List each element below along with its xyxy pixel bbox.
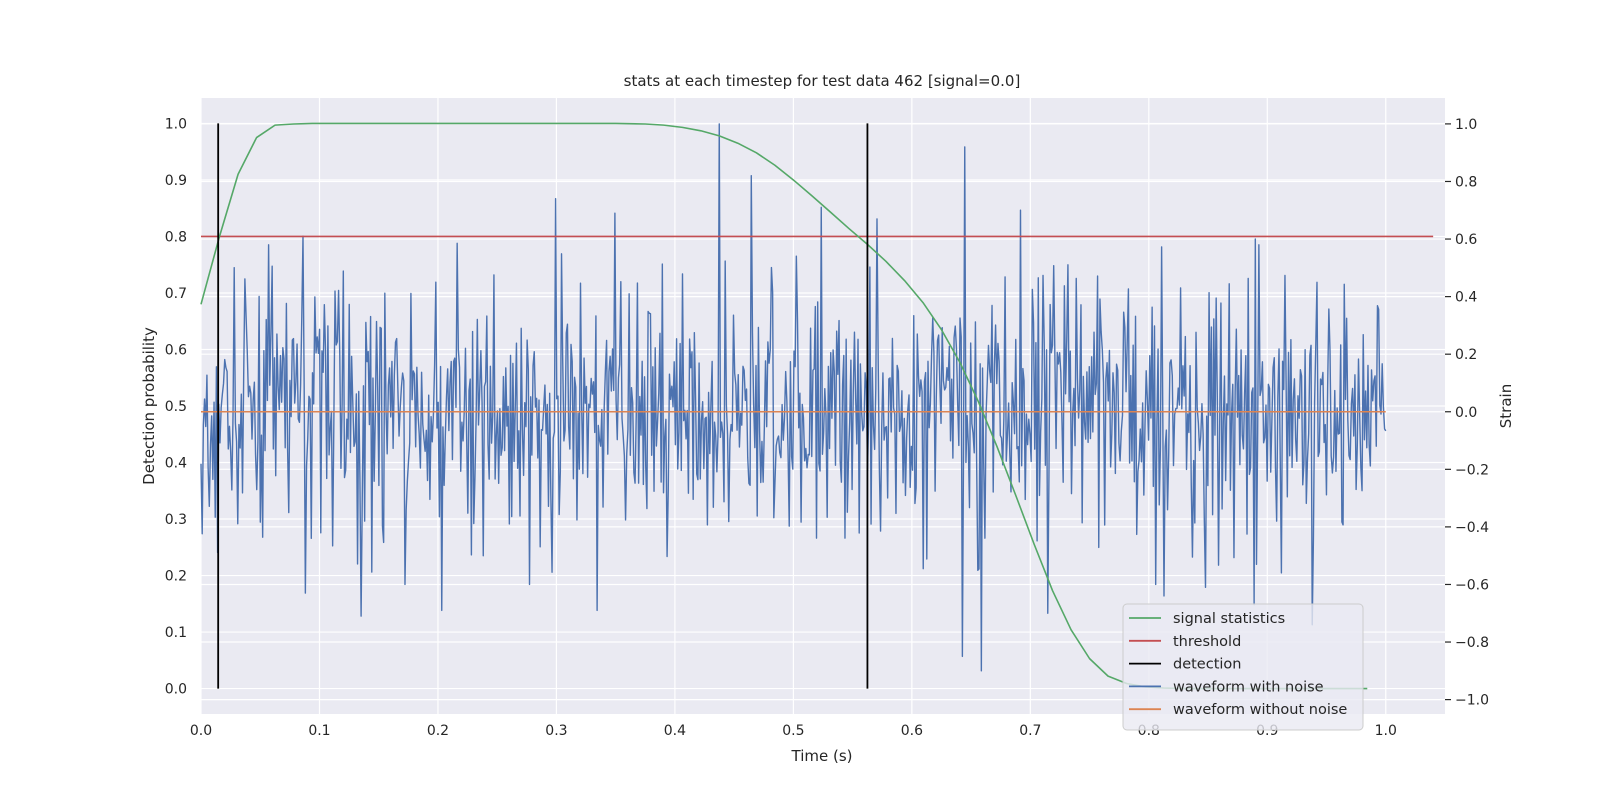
x-tick-label: 0.7 [1019, 723, 1041, 739]
x-tick-label: 0.5 [782, 723, 804, 739]
y-tick-label: 0.1 [165, 625, 187, 641]
y-tick-label: 0.0 [165, 682, 187, 698]
y-tick-label: 0.4 [165, 456, 187, 472]
y2-tick-label: 0.6 [1455, 232, 1477, 248]
y-tick-label: 0.8 [165, 229, 187, 245]
y2-tick-label: 0.8 [1455, 174, 1477, 190]
y2-tick-label: −0.2 [1455, 462, 1489, 478]
y2-tick-label: 0.2 [1455, 347, 1477, 363]
y-tick-label: 0.6 [165, 342, 187, 358]
y-tick-label: 0.3 [165, 512, 187, 528]
legend-label: threshold [1173, 634, 1241, 650]
legend-label: signal statistics [1173, 611, 1285, 627]
x-axis-title: Time (s) [791, 747, 853, 765]
x-tick-label: 0.4 [664, 723, 686, 739]
legend-box [1122, 603, 1364, 731]
x-tick-label: 0.2 [427, 723, 449, 739]
x-tick-label: 0.3 [545, 723, 567, 739]
series-layer [200, 122, 1434, 690]
y-tick-label: 0.9 [165, 173, 187, 189]
legend: signal statistics threshold detection wavef… [1122, 603, 1364, 731]
x-tick-label: 1.0 [1375, 723, 1397, 739]
y2-tick-label: −0.8 [1455, 635, 1489, 651]
chart-title: stats at each timestep for test data 462… [624, 72, 1021, 90]
y-tick-label: 0.7 [165, 286, 187, 302]
y2-tick-label: −0.4 [1455, 520, 1489, 536]
y2-tick-label: 0.4 [1455, 290, 1477, 306]
y-axis-title: Detection probability [140, 327, 158, 485]
y2-tick-label: 0.0 [1455, 405, 1477, 421]
legend-label: waveform with noise [1173, 679, 1324, 695]
tick-labels: 0.0 0.1 0.2 0.3 0.4 0.5 0.6 0.7 0.8 0.9 1.0 0.0 0.1 0… [165, 116, 1489, 739]
y2-tick-label: −1.0 [1455, 693, 1489, 709]
y-tick-label: 1.0 [165, 116, 187, 132]
legend-label: detection [1173, 657, 1241, 673]
y-tick-label: 0.2 [165, 569, 187, 585]
y-tick-label: 0.5 [165, 399, 187, 415]
y2-tick-label: 1.0 [1455, 117, 1477, 133]
x-tick-label: 0.1 [308, 723, 330, 739]
y2-tick-label: −0.6 [1455, 577, 1489, 593]
y2-axis-title: Strain [1497, 384, 1515, 428]
x-tick-label: 0.0 [190, 723, 212, 739]
legend-label: waveform without noise [1173, 702, 1347, 718]
x-tick-label: 0.6 [901, 723, 923, 739]
